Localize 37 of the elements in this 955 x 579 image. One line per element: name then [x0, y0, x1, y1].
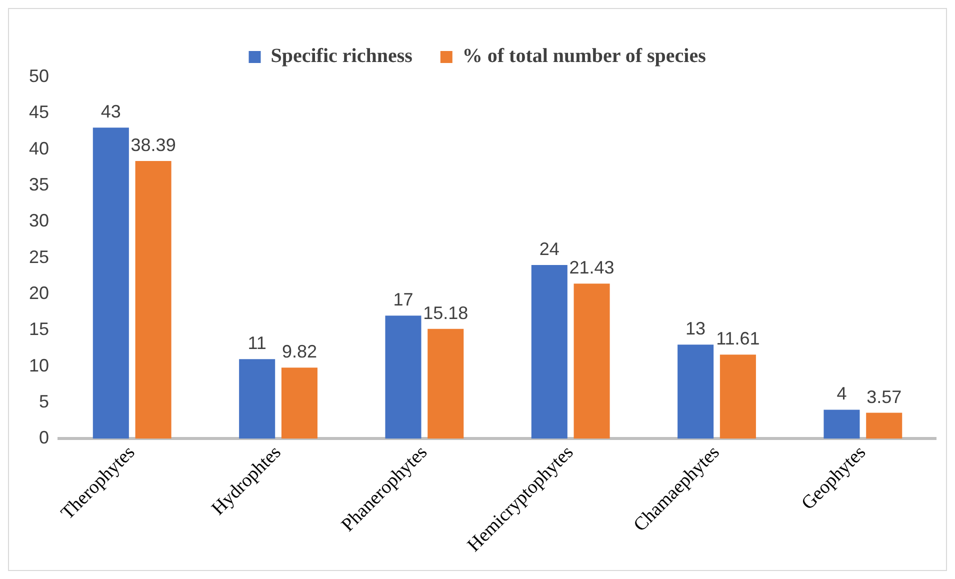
y-tick-label: 25 — [28, 246, 50, 267]
legend-label: % of total number of species — [462, 45, 706, 68]
bar — [281, 368, 318, 439]
y-tick-label: 45 — [28, 102, 50, 122]
y-tick-label: 10 — [28, 355, 50, 376]
y-tick-label: 5 — [39, 391, 50, 412]
data-label: 3.57 — [866, 386, 902, 407]
data-label: 21.43 — [569, 258, 614, 278]
y-tick-label: 35 — [28, 174, 50, 194]
bar — [866, 412, 902, 439]
data-label: 4 — [836, 384, 847, 404]
bar — [92, 128, 129, 439]
data-label: 17 — [393, 290, 414, 310]
legend-label: Specific richness — [270, 45, 413, 68]
y-tick-label: 30 — [28, 210, 50, 231]
data-label: 11 — [248, 333, 266, 354]
y-tick-label: 15 — [28, 319, 50, 340]
y-tick-label: 40 — [28, 138, 50, 158]
bar — [428, 328, 464, 439]
y-tick-label: 20 — [28, 282, 50, 303]
bar — [678, 344, 714, 439]
y-tick-label: 0 — [39, 428, 50, 448]
bar — [574, 284, 610, 439]
data-label: 43 — [100, 102, 121, 122]
bar — [824, 410, 860, 439]
data-label: 15.18 — [423, 302, 468, 323]
bar — [385, 316, 422, 439]
data-label: 9.82 — [282, 342, 317, 362]
data-label: 38.39 — [130, 134, 176, 155]
bar — [239, 359, 276, 439]
bar — [531, 265, 568, 439]
y-tick-label: 50 — [28, 66, 50, 86]
bar — [135, 160, 172, 439]
data-label: 13 — [686, 318, 706, 339]
data-label: 24 — [539, 239, 560, 260]
data-label: 11.61 — [716, 328, 760, 349]
bar — [720, 354, 756, 439]
